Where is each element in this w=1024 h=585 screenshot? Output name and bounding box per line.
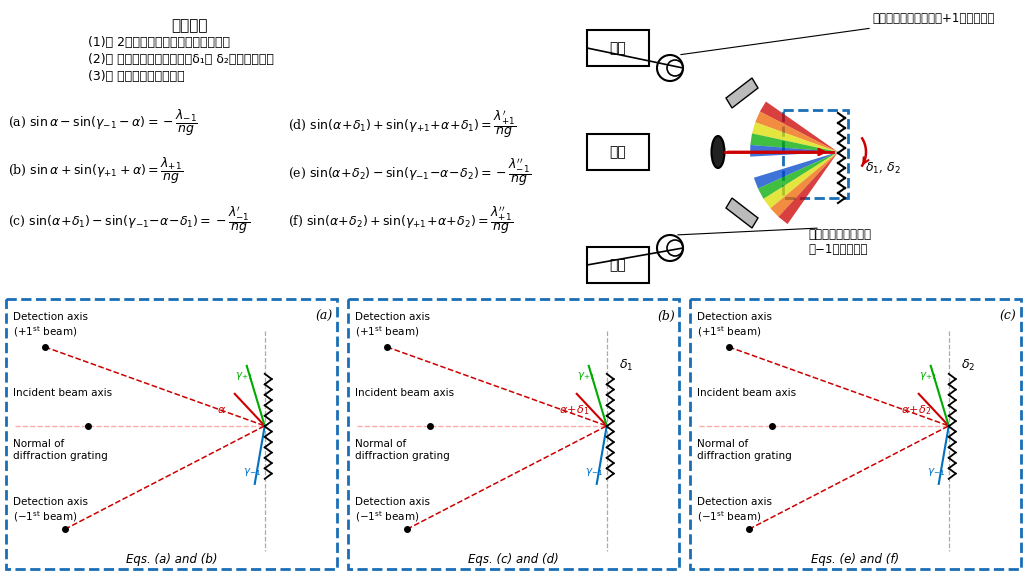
Text: Normal of
diffraction grating: Normal of diffraction grating	[697, 439, 792, 461]
Polygon shape	[726, 198, 758, 228]
Text: (3)　 数理的に問题を解く: (3) 数理的に問题を解く	[88, 70, 184, 83]
Bar	[6, 299, 337, 569]
Text: $\alpha\!+\!\delta_2$: $\alpha\!+\!\delta_2$	[901, 403, 931, 417]
Text: Incident beam axis: Incident beam axis	[697, 388, 796, 398]
Text: Detection axis
($-1^{\mathrm{st}}$ beam): Detection axis ($-1^{\mathrm{st}}$ beam)	[697, 497, 772, 524]
Ellipse shape	[712, 136, 725, 168]
Polygon shape	[751, 145, 838, 157]
Text: 分光: 分光	[609, 41, 627, 55]
Bar	[690, 299, 1021, 569]
Text: Detection axis
(+1$^{\mathrm{st}}$ beam): Detection axis (+1$^{\mathrm{st}}$ beam)	[355, 312, 430, 339]
Text: (c): (c)	[999, 310, 1017, 323]
Text: ポイント: ポイント	[172, 18, 208, 33]
Polygon shape	[752, 122, 838, 152]
Text: $\delta_2$: $\delta_2$	[961, 358, 975, 373]
Bar	[587, 247, 649, 283]
Polygon shape	[760, 102, 838, 152]
Text: 光源: 光源	[609, 145, 627, 159]
Text: (1)　 2本のビームから波長情報を取得: (1) 2本のビームから波長情報を取得	[88, 36, 230, 49]
Text: (f) $\sin(\alpha\!+\!\delta_2) + \sin(\gamma_{+1}\!+\!\alpha\!+\!\delta_2) = \df: (f) $\sin(\alpha\!+\!\delta_2) + \sin(\g…	[288, 204, 513, 236]
Text: $\gamma_{-1}$: $\gamma_{-1}$	[927, 466, 945, 478]
Text: (e) $\sin(\alpha\!+\!\delta_2) - \sin(\gamma_{-1}\!-\!\alpha\!-\!\delta_2) = -\d: (e) $\sin(\alpha\!+\!\delta_2) - \sin(\g…	[288, 156, 531, 188]
Text: (d) $\sin(\alpha\!+\!\delta_1) + \sin(\gamma_{+1}\!+\!\alpha\!+\!\delta_1) = \df: (d) $\sin(\alpha\!+\!\delta_1) + \sin(\g…	[288, 108, 516, 140]
Text: (a): (a)	[315, 310, 333, 323]
Text: Normal of
diffraction grating: Normal of diffraction grating	[355, 439, 450, 461]
Text: Eqs. (e) and (f): Eqs. (e) and (f)	[811, 553, 899, 566]
Text: 検出用光ファイバー
（−1次ビーム）: 検出用光ファイバー （−1次ビーム）	[808, 228, 871, 256]
Bar	[587, 134, 649, 170]
Polygon shape	[764, 152, 838, 208]
Text: (b): (b)	[657, 310, 675, 323]
Text: Eqs. (a) and (b): Eqs. (a) and (b)	[126, 553, 217, 566]
Text: $\gamma_{+1}$: $\gamma_{+1}$	[919, 370, 937, 382]
Text: (b) $\sin\alpha + \sin(\gamma_{+1}+\alpha) = \dfrac{\lambda_{+1}}{ng}$: (b) $\sin\alpha + \sin(\gamma_{+1}+\alph…	[8, 156, 183, 186]
Text: Detection axis
(+1$^{\mathrm{st}}$ beam): Detection axis (+1$^{\mathrm{st}}$ beam)	[697, 312, 772, 339]
Text: $\alpha\!+\!\delta_1$: $\alpha\!+\!\delta_1$	[559, 403, 589, 417]
Text: $\alpha$: $\alpha$	[217, 405, 226, 415]
Text: $\gamma_{+1}$: $\gamma_{+1}$	[577, 370, 595, 382]
Text: Detection axis
($-1^{\mathrm{st}}$ beam): Detection axis ($-1^{\mathrm{st}}$ beam)	[355, 497, 430, 524]
Polygon shape	[726, 78, 758, 108]
Text: (c) $\sin(\alpha\!+\!\delta_1) - \sin(\gamma_{-1}\!-\!\alpha\!-\!\delta_1) = -\d: (c) $\sin(\alpha\!+\!\delta_1) - \sin(\g…	[8, 204, 251, 236]
Polygon shape	[770, 152, 838, 217]
Bar	[587, 30, 649, 66]
Polygon shape	[778, 152, 838, 224]
Polygon shape	[758, 152, 838, 199]
Text: Eqs. (c) and (d): Eqs. (c) and (d)	[468, 553, 559, 566]
Text: Detection axis
(+1$^{\mathrm{st}}$ beam): Detection axis (+1$^{\mathrm{st}}$ beam)	[13, 312, 88, 339]
Text: $\gamma_{+1}$: $\gamma_{+1}$	[234, 370, 253, 382]
Text: $\gamma_{-1}$: $\gamma_{-1}$	[243, 466, 261, 478]
Text: (a) $\sin\alpha - \sin(\gamma_{-1}-\alpha) = -\dfrac{\lambda_{-1}}{ng}$: (a) $\sin\alpha - \sin(\gamma_{-1}-\alph…	[8, 108, 198, 138]
Text: Normal of
diffraction grating: Normal of diffraction grating	[13, 439, 108, 461]
Polygon shape	[756, 112, 838, 152]
Text: $\gamma_{-1}$: $\gamma_{-1}$	[585, 466, 603, 478]
Text: Incident beam axis: Incident beam axis	[13, 388, 112, 398]
Text: Detection axis
($-1^{\mathrm{st}}$ beam): Detection axis ($-1^{\mathrm{st}}$ beam)	[13, 497, 88, 524]
Text: (2)　 回折格子を適当な量（δ₁， δ₂）回転させる: (2) 回折格子を適当な量（δ₁， δ₂）回転させる	[88, 53, 273, 66]
Text: Incident beam axis: Incident beam axis	[355, 388, 454, 398]
Text: 分光: 分光	[609, 258, 627, 272]
Bar	[348, 299, 679, 569]
Text: $\delta_1$, $\delta_2$: $\delta_1$, $\delta_2$	[865, 160, 901, 175]
Polygon shape	[751, 133, 838, 152]
Bar	[783, 110, 848, 198]
Text: $\delta_1$: $\delta_1$	[618, 358, 633, 373]
Polygon shape	[754, 152, 838, 188]
Text: 検出用光ファイバー（+1次ビーム）: 検出用光ファイバー（+1次ビーム）	[872, 12, 994, 25]
